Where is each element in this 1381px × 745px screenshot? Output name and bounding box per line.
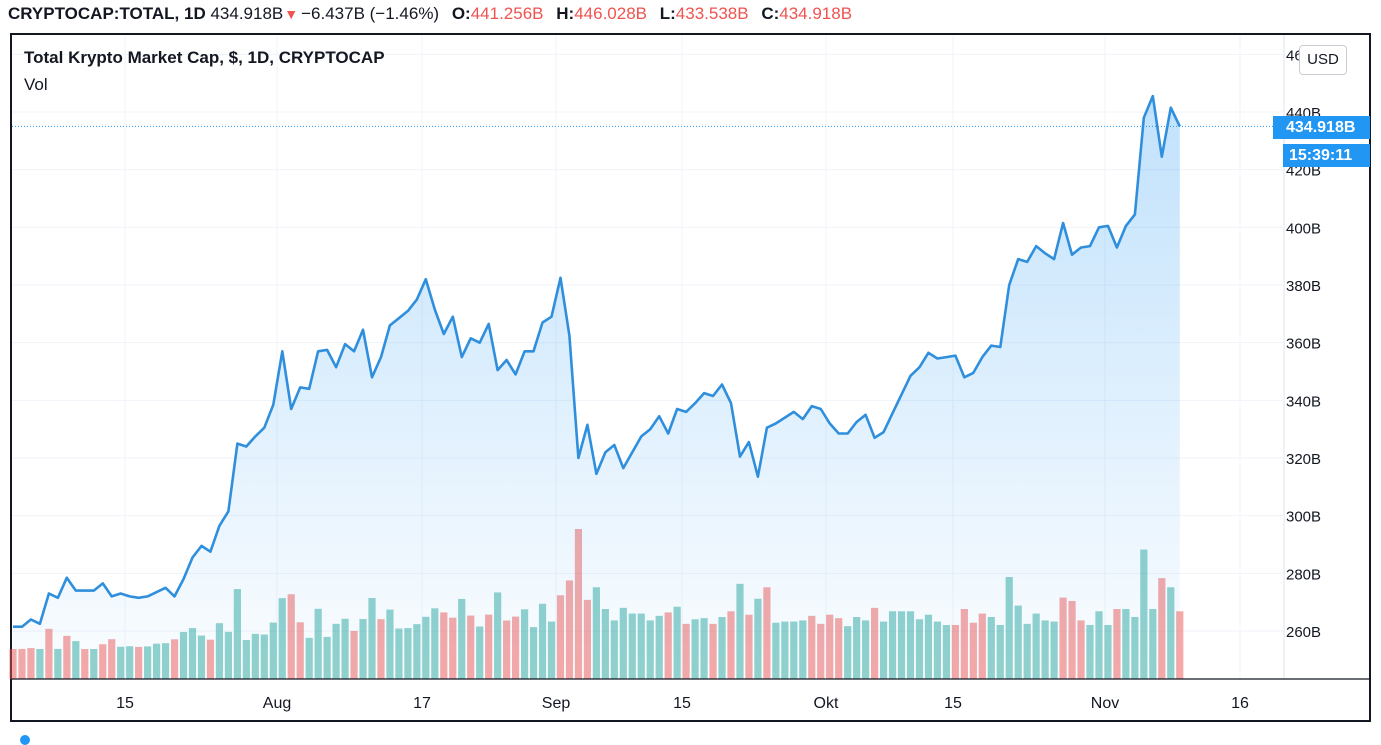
open-label: O: — [451, 4, 471, 23]
chart-frame[interactable] — [10, 33, 1371, 722]
price-down-arrow-icon: ▼ — [284, 6, 299, 22]
volume-bar — [9, 649, 17, 679]
ytick-label: 300B — [1286, 509, 1321, 526]
bar-countdown-tag: 15:39:11 — [1283, 144, 1370, 167]
ytick-label: 260B — [1286, 624, 1321, 641]
xtick-label: Nov — [1091, 695, 1119, 712]
last-price: 434.918B — [210, 4, 284, 23]
price-change: −6.437B (−1.46%) — [301, 4, 440, 23]
currency-button[interactable]: USD — [1299, 45, 1347, 75]
price-axis: 460B440B420B400B380B360B340B320B300B280B… — [1286, 47, 1321, 641]
ytick-label: 280B — [1286, 566, 1321, 583]
last-price-tag: 434.918B — [1273, 116, 1370, 139]
ytick-label: 380B — [1286, 278, 1321, 295]
high-value: 446.028B — [574, 4, 647, 23]
price-area-fill — [13, 96, 1180, 680]
close-label: C: — [761, 4, 780, 23]
xtick-label: 15 — [116, 695, 134, 712]
symbol-header: CRYPTOCAP:TOTAL, 1D 434.918B▼ −6.437B (−1… — [8, 3, 852, 25]
xtick-label: Sep — [542, 695, 571, 712]
ytick-label: 400B — [1286, 220, 1321, 237]
xtick-label: 15 — [673, 695, 691, 712]
time-axis: 15 Aug 17 Sep 15 Okt 15 Nov 16 — [116, 695, 1249, 712]
xtick-label: 17 — [413, 695, 431, 712]
xtick-label: 15 — [944, 695, 962, 712]
xtick-label: Aug — [263, 695, 291, 712]
xtick-label: Okt — [814, 695, 839, 712]
bottom-indicator-dot — [20, 735, 30, 745]
open-value: 441.256B — [470, 4, 544, 23]
high-label: H: — [556, 4, 575, 23]
chart-legend-title: Total Krypto Market Cap, $, 1D, CRYPTOCA… — [24, 48, 385, 67]
symbol-title: CRYPTOCAP:TOTAL, 1D — [8, 4, 206, 23]
ytick-label: 320B — [1286, 451, 1321, 468]
volume-legend-label: Vol — [24, 75, 48, 94]
xtick-label: 16 — [1231, 695, 1249, 712]
close-value: 434.918B — [779, 4, 853, 23]
low-label: L: — [659, 4, 676, 23]
low-value: 433.538B — [675, 4, 749, 23]
ytick-label: 340B — [1286, 393, 1321, 410]
ytick-label: 360B — [1286, 336, 1321, 353]
price-line — [13, 94, 1181, 628]
